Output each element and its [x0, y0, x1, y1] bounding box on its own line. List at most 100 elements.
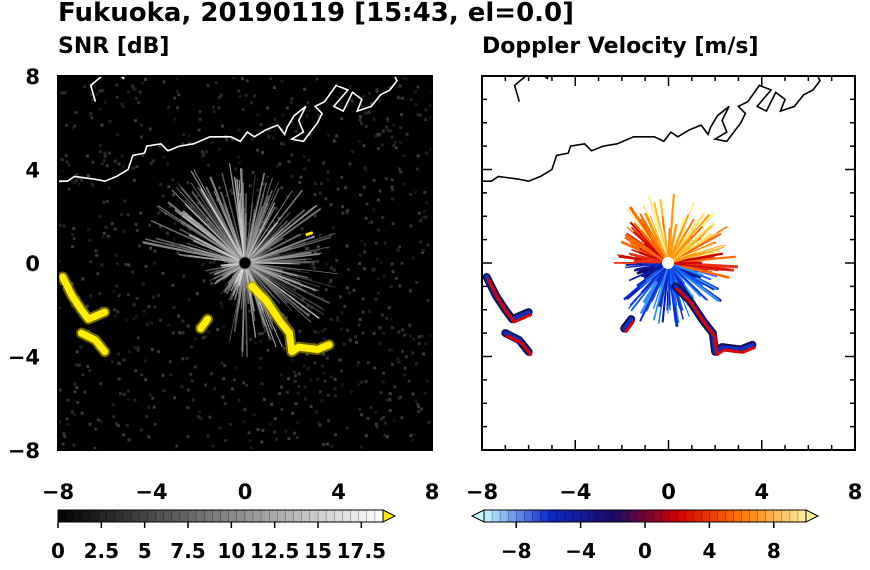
snr-noise-cell: [120, 102, 124, 106]
snr-noise-cell: [277, 216, 281, 220]
snr-echo-ray: [244, 262, 271, 339]
snr-noise-cell: [313, 330, 317, 334]
snr-noise-cell: [245, 79, 249, 83]
snr-noise-cell: [66, 422, 70, 426]
snr-echo-ray: [188, 247, 246, 264]
snr-noise-cell: [361, 310, 365, 314]
colorbar-tick-label: 0: [638, 539, 652, 563]
colorbar-segment: [765, 510, 775, 522]
snr-noise-cell: [227, 261, 231, 265]
colorbar-segment: [604, 510, 614, 522]
x-tick-label: −8: [42, 480, 74, 504]
snr-echo-band: [59, 273, 109, 323]
snr-noise-cell: [176, 314, 180, 318]
snr-noise-cell: [387, 306, 391, 310]
snr-noise-cell: [253, 340, 257, 344]
snr-noise-cell: [196, 193, 200, 197]
snr-noise-cell: [208, 415, 212, 419]
snr-noise-cell: [289, 120, 293, 124]
snr-noise-cell: [127, 263, 131, 267]
snr-noise-cell: [363, 243, 367, 246]
snr-noise-cell: [187, 298, 191, 302]
snr-noise-cell: [125, 424, 129, 428]
snr-noise-cell: [385, 398, 389, 402]
snr-noise-cell: [116, 132, 120, 136]
snr-echo-ray: [244, 262, 331, 304]
snr-noise-cell: [344, 186, 348, 190]
snr-echo-ray: [244, 251, 296, 264]
doppler-echo-ray: [667, 193, 676, 264]
snr-noise-cell: [75, 173, 79, 177]
snr-noise-cell: [266, 106, 269, 110]
snr-noise-cell: [419, 240, 423, 244]
snr-noise-cell: [133, 346, 137, 350]
snr-noise-cell: [102, 200, 106, 204]
snr-noise-cell: [348, 85, 352, 89]
snr-noise-cell: [422, 209, 426, 213]
snr-noise-cell: [397, 167, 401, 171]
colorbar-segment: [757, 510, 767, 522]
snr-noise-cell: [186, 435, 190, 439]
snr-noise-cell: [426, 298, 430, 302]
snr-noise-cell: [334, 433, 337, 437]
snr-noise-cell: [350, 99, 354, 103]
snr-noise-cell: [366, 361, 370, 365]
doppler-axis-ticks: −8 −4 0 4 8: [466, 75, 862, 504]
snr-echo-ray: [244, 193, 248, 264]
colorbar-segment: [131, 510, 140, 522]
snr-noise-cell: [381, 416, 385, 419]
snr-noise-cell: [281, 313, 285, 317]
snr-noise-cell: [334, 394, 337, 398]
snr-noise-cell: [91, 97, 95, 101]
snr-noise-cell: [169, 373, 173, 377]
colorbar-segment: [653, 510, 662, 522]
snr-noise-cell: [373, 366, 377, 370]
snr-noise-cell: [225, 138, 229, 142]
snr-noise-cell: [399, 141, 403, 144]
snr-noise-cell: [257, 366, 261, 370]
colorbar-extend-max: [382, 509, 397, 523]
snr-noise-cell: [159, 225, 163, 229]
snr-noise-cell: [329, 266, 333, 270]
snr-noise-cell: [411, 256, 415, 260]
snr-noise-cell: [88, 238, 92, 242]
snr-noise-cell: [237, 128, 241, 132]
snr-noise-cell: [117, 377, 121, 381]
snr-noise-cell: [266, 175, 270, 179]
colorbar-segment: [540, 510, 549, 522]
snr-noise-cell: [187, 134, 191, 137]
snr-echo-ray: [244, 262, 301, 271]
snr-noise-cell: [217, 148, 221, 151]
snr-noise-cell: [185, 356, 189, 360]
snr-noise-cell: [144, 378, 148, 382]
snr-noise-cell: [62, 447, 66, 450]
snr-noise-cell: [146, 322, 150, 326]
snr-noise-cell: [127, 349, 131, 353]
snr-noise-cell: [396, 357, 400, 361]
snr-noise-cell: [181, 319, 185, 323]
colorbar-segment: [155, 510, 165, 522]
snr-noise-cell: [72, 443, 76, 447]
snr-echo-ray: [244, 174, 256, 264]
colorbar-segment: [139, 510, 148, 522]
snr-noise-cell: [405, 355, 408, 359]
snr-echo-band: [248, 282, 333, 356]
doppler-echo-band-red: [487, 278, 532, 324]
snr-noise-cell: [381, 216, 385, 219]
snr-noise-cell: [113, 308, 117, 312]
colorbar-segment: [572, 510, 581, 522]
snr-noise-cell: [403, 366, 407, 370]
colorbar-segment: [797, 510, 807, 522]
snr-noise-cell: [207, 330, 211, 334]
snr-noise-cell: [215, 269, 219, 273]
snr-noise-cell: [181, 357, 185, 361]
snr-noise-cell: [348, 162, 352, 166]
snr-noise-cell: [358, 262, 362, 265]
snr-noise-cell: [382, 371, 385, 375]
y-tick-label: −4: [8, 346, 40, 370]
snr-echo-ray: [244, 262, 296, 297]
snr-echo-ray: [193, 240, 246, 264]
colorbar-segment: [685, 510, 694, 522]
snr-noise-cell: [306, 304, 310, 308]
colorbar-segment: [98, 510, 108, 522]
